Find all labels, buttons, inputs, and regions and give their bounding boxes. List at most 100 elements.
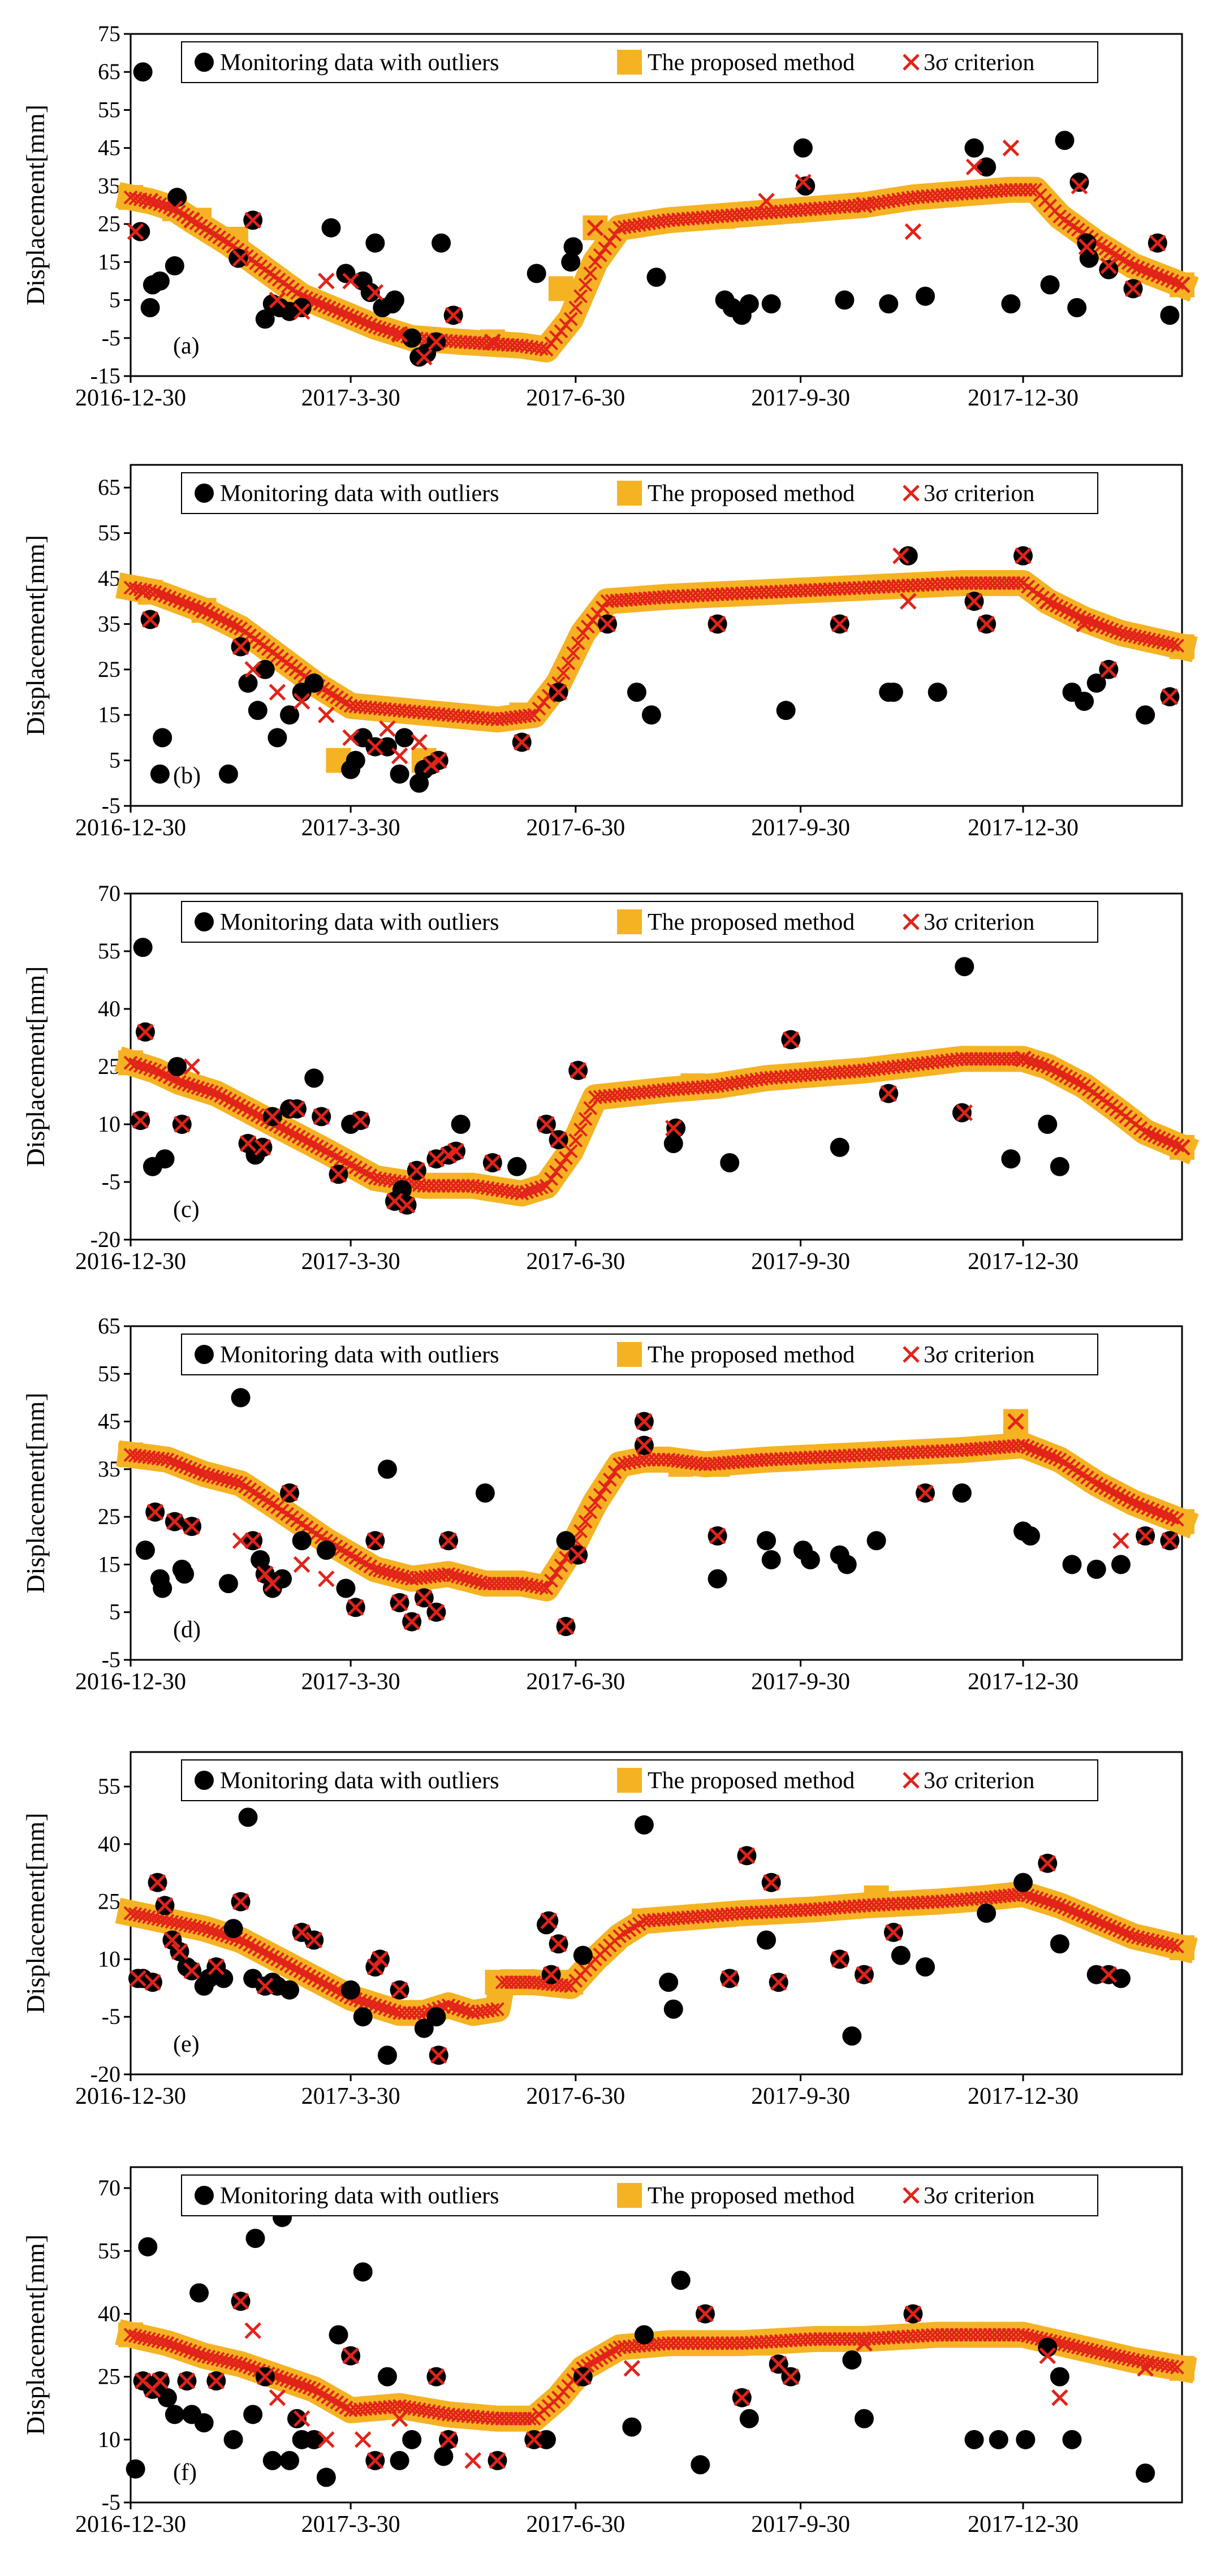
sigma-point: [484, 333, 501, 351]
outlier-point: [231, 1388, 251, 1408]
sigma-point: [1078, 238, 1095, 256]
sigma-point: [588, 1495, 602, 1510]
outlier-point: [304, 1068, 324, 1088]
sigma-point: [456, 2003, 471, 2017]
y-tick-label: 65: [98, 59, 120, 84]
sigma-point: [138, 1060, 153, 1075]
sigma-point: [1076, 615, 1093, 633]
outlier-point: [898, 546, 918, 566]
outlier-point: [854, 2409, 874, 2428]
x-tick-label: 2017-3-30: [301, 815, 400, 841]
sigma-point: [210, 1926, 225, 1940]
sigma-point: [206, 1924, 221, 1939]
sigma-point: [489, 2452, 506, 2469]
y-axis-label: Displacement[mm]: [21, 2234, 50, 2435]
sigma-point: [1138, 1125, 1153, 1140]
sigma-point: [602, 1472, 617, 1487]
sigma-series-fitted: [123, 2328, 1184, 2426]
sigma-point: [515, 1186, 529, 1201]
sigma-point: [172, 1075, 187, 1089]
sigma-point: [447, 1142, 464, 1160]
sigma-point: [169, 1456, 184, 1470]
outlier-point: [365, 233, 385, 253]
sigma-point: [1174, 276, 1191, 294]
sigma-point: [183, 2344, 197, 2358]
sigma-point: [550, 1131, 567, 1148]
legend-sigma-label: 3σ criterion: [924, 50, 1034, 76]
outlier-point: [830, 1137, 849, 1157]
legend: Monitoring data with outliers The propose…: [181, 901, 1098, 943]
sigma-point: [293, 2410, 310, 2427]
sigma-point: [391, 747, 408, 765]
y-tick-label: 5: [109, 287, 120, 313]
sigma-point: [318, 2431, 335, 2448]
outlier-point: [165, 256, 184, 276]
panel-label: (d): [173, 1617, 201, 1643]
sigma-point: [559, 1978, 573, 1993]
sigma-point: [445, 307, 462, 324]
sigma-point: [1122, 1927, 1136, 1941]
sigma-point: [293, 2377, 308, 2392]
legend-outlier-label: Monitoring data with outliers: [220, 481, 499, 507]
sigma-point: [440, 2431, 457, 2448]
sigma-point: [1039, 593, 1056, 610]
outlier-point: [507, 1157, 527, 1176]
sigma-point: [554, 1158, 568, 1172]
outlier-point: [739, 2409, 759, 2428]
sigma-point: [1015, 547, 1032, 564]
panel-e: -20 -5 10 25 40 55 2016-12-30 2017-3-30 2017-6-3…: [21, 1751, 1198, 2109]
sigma-point: [623, 2360, 641, 2377]
sigma-point: [305, 1931, 323, 1949]
x-tick-label: 2017-12-30: [968, 2512, 1079, 2538]
sigma-point: [782, 2368, 800, 2385]
panel-label: (e): [173, 2031, 200, 2057]
outlier-point: [155, 1149, 175, 1169]
sigma-point: [288, 2376, 303, 2391]
sigma-point: [542, 1966, 560, 1983]
sigma-point: [1103, 1919, 1118, 1934]
sigma-point: [721, 1970, 738, 1987]
sigma-point: [195, 602, 213, 619]
sigma-point: [244, 2322, 261, 2339]
outlier-point: [761, 1550, 781, 1569]
outlier-point: [634, 2325, 654, 2345]
outlier-point: [353, 2007, 373, 2027]
sigma-point: [573, 1123, 588, 1137]
sigma-point: [607, 227, 622, 242]
sigma-point: [127, 223, 144, 240]
sigma-point: [1112, 1532, 1129, 1550]
sigma-point: [549, 1164, 563, 1179]
sigma-point: [322, 300, 337, 315]
sigma-point: [1157, 1132, 1171, 1147]
sigma-point: [428, 1150, 445, 1167]
outlier-point: [316, 2467, 336, 2487]
plot-frame: [130, 33, 1183, 377]
sigma-point: [403, 1613, 420, 1630]
sigma-point: [570, 1546, 586, 1564]
sigma-point: [366, 284, 384, 301]
sigma-point: [132, 1112, 149, 1129]
outlier-point: [627, 683, 646, 702]
y-tick-label: 65: [98, 1313, 120, 1339]
sigma-point: [856, 1966, 873, 1983]
outlier-point: [165, 2405, 184, 2424]
sigma-point: [1105, 623, 1119, 637]
sigma-point: [1011, 576, 1026, 590]
sigma-point: [1051, 2389, 1068, 2406]
outlier-point: [879, 294, 899, 314]
outlier-point: [280, 705, 300, 725]
outlier-point: [964, 138, 984, 158]
panel-label: (c): [173, 1197, 200, 1223]
sigma-point: [1015, 1050, 1032, 1068]
outlier-point: [1062, 2430, 1082, 2449]
sigma-point: [598, 241, 613, 256]
outlier-point: [708, 1569, 727, 1589]
sigma-point: [831, 615, 848, 633]
sigma-point: [279, 2372, 294, 2387]
sigma-point: [880, 1085, 897, 1102]
legend-outlier-marker: [195, 53, 214, 72]
legend-sigma-marker: [903, 1346, 920, 1363]
sigma-point: [1152, 1130, 1166, 1145]
x-tick-label: 2017-3-30: [301, 385, 400, 411]
